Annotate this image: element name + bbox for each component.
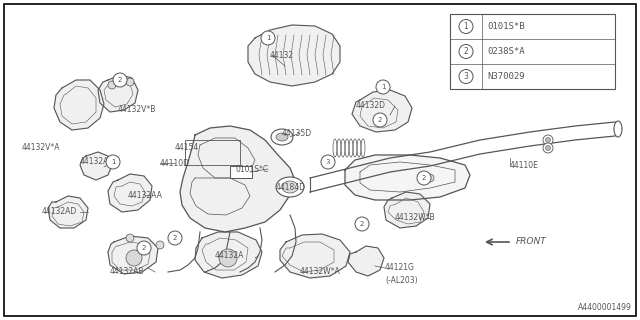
Circle shape bbox=[545, 146, 550, 150]
Text: 0101S*B: 0101S*B bbox=[487, 22, 525, 31]
Bar bbox=[230, 166, 252, 178]
Text: 44110D: 44110D bbox=[160, 158, 190, 167]
Text: FRONT: FRONT bbox=[516, 237, 547, 246]
Circle shape bbox=[459, 44, 473, 59]
Bar bbox=[450, 14, 615, 89]
Polygon shape bbox=[348, 246, 384, 276]
Circle shape bbox=[156, 241, 164, 249]
Text: 44132W*B: 44132W*B bbox=[395, 213, 436, 222]
Ellipse shape bbox=[276, 177, 304, 197]
Text: 1: 1 bbox=[463, 22, 468, 31]
Circle shape bbox=[141, 244, 149, 252]
Circle shape bbox=[126, 78, 134, 86]
Circle shape bbox=[355, 217, 369, 231]
Ellipse shape bbox=[614, 121, 622, 137]
Circle shape bbox=[321, 155, 335, 169]
Circle shape bbox=[108, 81, 116, 89]
Circle shape bbox=[543, 143, 553, 153]
Text: A4400001499: A4400001499 bbox=[578, 303, 632, 312]
Text: 44135D: 44135D bbox=[282, 129, 312, 138]
Polygon shape bbox=[48, 196, 88, 228]
Circle shape bbox=[373, 113, 387, 127]
Circle shape bbox=[126, 250, 142, 266]
Text: 1: 1 bbox=[381, 84, 385, 90]
Circle shape bbox=[137, 241, 151, 255]
Polygon shape bbox=[384, 192, 430, 228]
Text: 44121G: 44121G bbox=[385, 263, 415, 273]
Polygon shape bbox=[180, 126, 295, 232]
Circle shape bbox=[543, 135, 553, 145]
Circle shape bbox=[106, 155, 120, 169]
Text: 2: 2 bbox=[142, 245, 146, 251]
Text: 44132V*B: 44132V*B bbox=[118, 106, 156, 115]
Text: 2: 2 bbox=[422, 175, 426, 181]
Text: 0101S*C: 0101S*C bbox=[236, 164, 269, 173]
Polygon shape bbox=[108, 174, 152, 212]
Circle shape bbox=[459, 20, 473, 34]
Text: 1: 1 bbox=[266, 35, 270, 41]
Circle shape bbox=[459, 69, 473, 84]
Text: 0238S*A: 0238S*A bbox=[487, 47, 525, 56]
Ellipse shape bbox=[271, 129, 293, 145]
Circle shape bbox=[219, 249, 237, 267]
Circle shape bbox=[545, 138, 550, 142]
Polygon shape bbox=[108, 236, 158, 274]
Bar bbox=[185, 140, 240, 165]
Circle shape bbox=[171, 234, 179, 242]
Text: 44132V*A: 44132V*A bbox=[22, 143, 61, 153]
Circle shape bbox=[376, 80, 390, 94]
Text: 1: 1 bbox=[111, 159, 115, 165]
Circle shape bbox=[168, 231, 182, 245]
Text: 44132AB: 44132AB bbox=[110, 268, 145, 276]
Ellipse shape bbox=[282, 181, 298, 193]
Text: 2: 2 bbox=[173, 235, 177, 241]
Text: 3: 3 bbox=[326, 159, 330, 165]
Text: 3: 3 bbox=[463, 72, 468, 81]
Text: 2: 2 bbox=[378, 117, 382, 123]
Polygon shape bbox=[352, 90, 412, 132]
Polygon shape bbox=[248, 25, 340, 86]
Text: 44132AA: 44132AA bbox=[128, 190, 163, 199]
Polygon shape bbox=[98, 75, 138, 112]
Polygon shape bbox=[54, 80, 104, 130]
Text: 44132A: 44132A bbox=[215, 252, 244, 260]
Polygon shape bbox=[195, 232, 262, 278]
Text: 44132W*A: 44132W*A bbox=[300, 268, 340, 276]
Circle shape bbox=[358, 221, 366, 229]
Text: 44110E: 44110E bbox=[510, 162, 539, 171]
Circle shape bbox=[113, 73, 127, 87]
Text: 44132AC: 44132AC bbox=[80, 157, 115, 166]
Circle shape bbox=[126, 234, 134, 242]
Text: N370029: N370029 bbox=[487, 72, 525, 81]
Polygon shape bbox=[80, 152, 112, 180]
Text: 2: 2 bbox=[463, 47, 468, 56]
Polygon shape bbox=[345, 155, 470, 200]
Ellipse shape bbox=[276, 133, 288, 141]
Text: 2: 2 bbox=[360, 221, 364, 227]
Polygon shape bbox=[280, 234, 350, 278]
Text: 2: 2 bbox=[118, 77, 122, 83]
Text: (-AL203): (-AL203) bbox=[385, 276, 418, 284]
Text: 44132: 44132 bbox=[270, 51, 294, 60]
Text: 44132D: 44132D bbox=[356, 101, 386, 110]
Circle shape bbox=[261, 31, 275, 45]
Text: 44132AD: 44132AD bbox=[42, 207, 77, 217]
Text: 44184D: 44184D bbox=[276, 183, 306, 193]
Circle shape bbox=[417, 171, 431, 185]
Circle shape bbox=[426, 174, 434, 182]
Text: 44154: 44154 bbox=[175, 143, 199, 153]
